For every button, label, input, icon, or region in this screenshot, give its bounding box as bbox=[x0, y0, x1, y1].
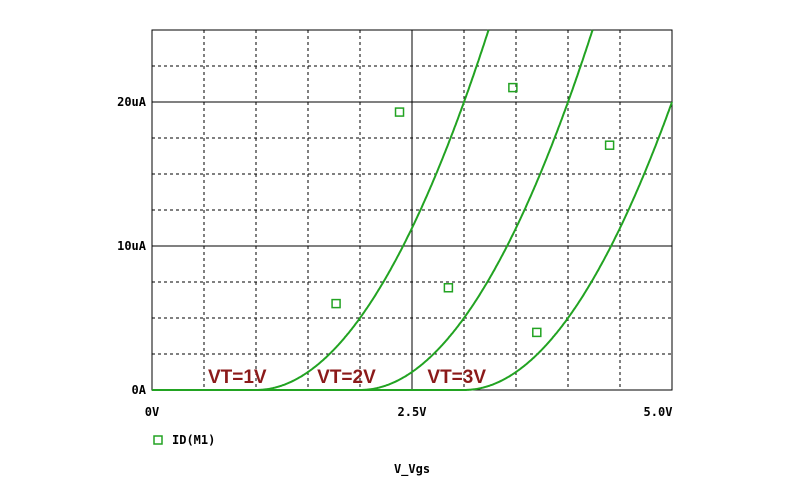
data-marker-vt1-0 bbox=[331, 298, 341, 309]
x-tick-2-5: 2.5V bbox=[398, 405, 427, 419]
vt-annotation-1: VT=1V bbox=[208, 367, 267, 388]
y-tick-10: 10uA bbox=[117, 239, 147, 253]
annotations: VT=1V VT=2V VT=3V bbox=[208, 367, 486, 388]
data-marker-vt2-0 bbox=[443, 283, 454, 293]
vt-annotation-3: VT=3V bbox=[427, 367, 486, 388]
data-marker-vt2-1 bbox=[508, 82, 518, 93]
y-tick-20: 20uA bbox=[117, 95, 147, 109]
x-axis-label: V_Vgs bbox=[394, 462, 430, 477]
data-marker-vt1-1 bbox=[394, 107, 405, 117]
data-marker-vt3-0 bbox=[532, 327, 542, 338]
y-tick-0: 0A bbox=[132, 383, 147, 397]
legend-label: ID(M1) bbox=[172, 433, 215, 447]
legend-marker-icon bbox=[153, 435, 163, 445]
data-marker-vt3-1 bbox=[604, 140, 615, 150]
x-tick-0: 0V bbox=[145, 405, 159, 419]
x-tick-5: 5.0V bbox=[644, 405, 673, 419]
series-line-vt3 bbox=[152, 101, 673, 391]
markers bbox=[331, 82, 615, 338]
curves bbox=[152, 29, 673, 391]
grid bbox=[152, 30, 672, 390]
vt-annotation-2: VT=2V bbox=[317, 367, 376, 388]
